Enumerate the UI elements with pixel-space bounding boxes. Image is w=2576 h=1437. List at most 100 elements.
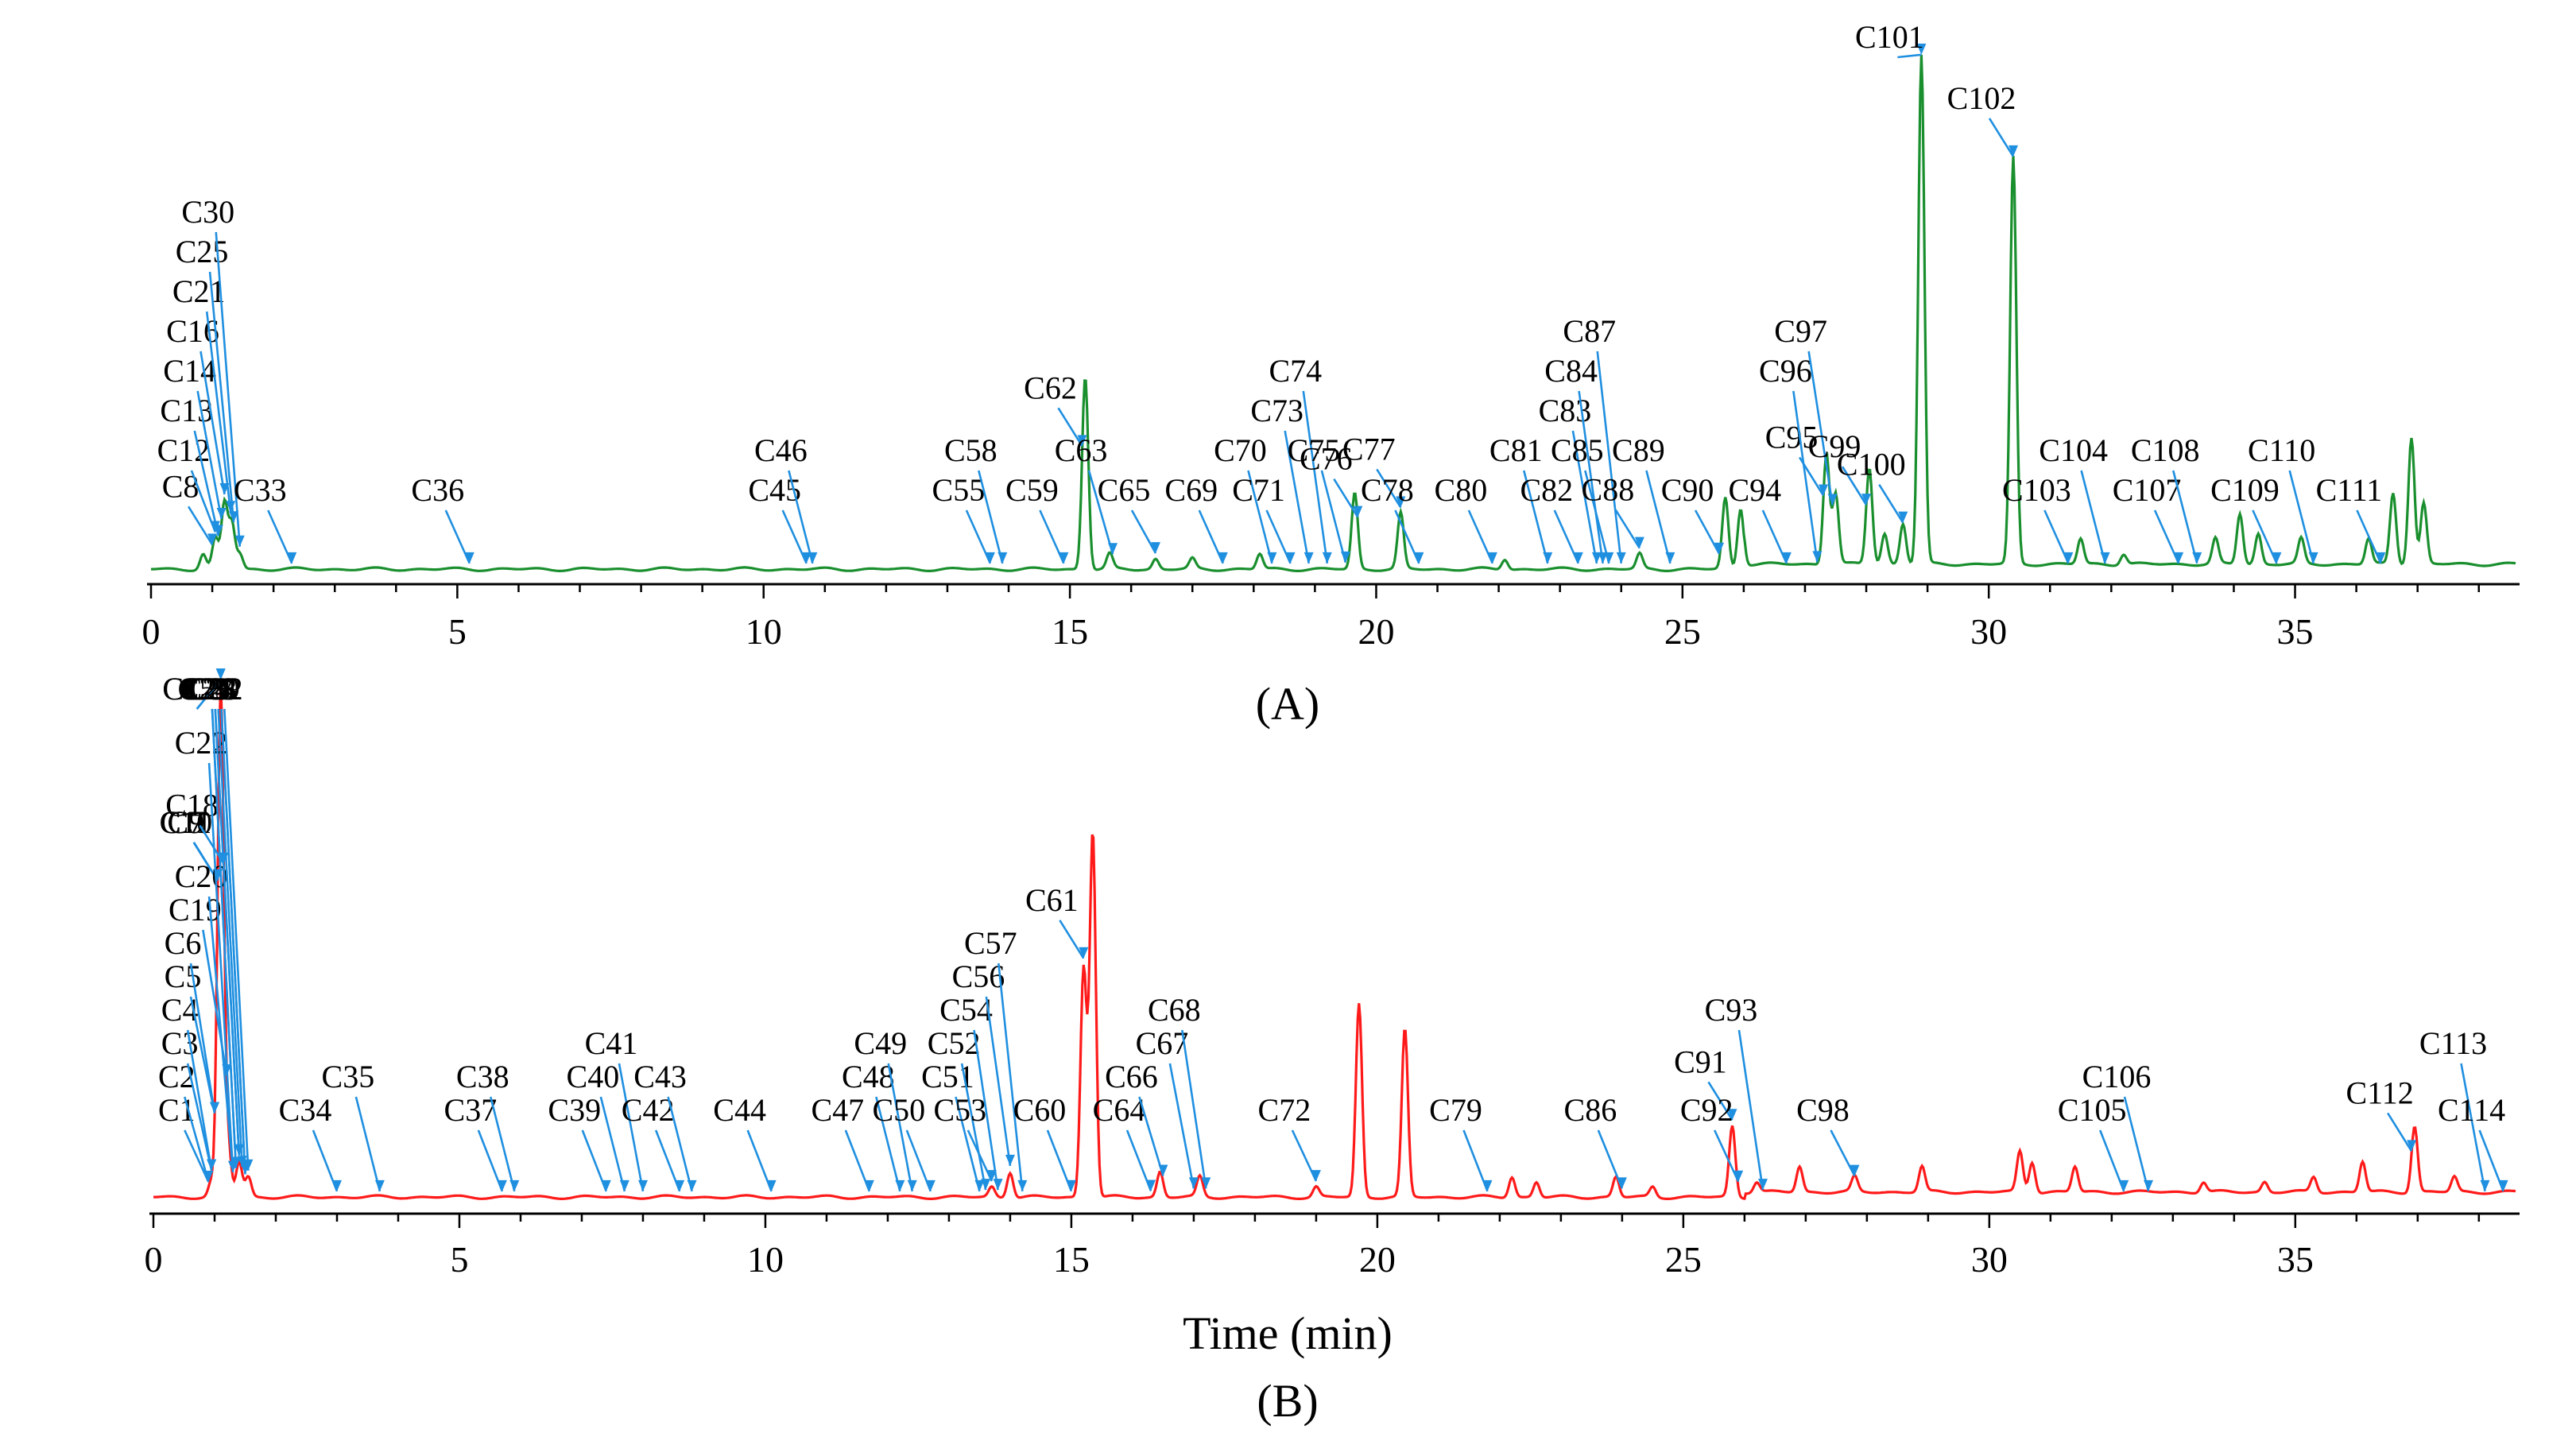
annotation-leader-line xyxy=(2387,1112,2413,1152)
peak-label-c56: C56 xyxy=(952,959,1005,994)
peak-label-c86: C86 xyxy=(1564,1092,1617,1128)
annotation-leader-line xyxy=(960,1063,987,1191)
peak-label-c87: C87 xyxy=(1563,313,1616,349)
peak-label-c30: C30 xyxy=(181,194,234,230)
annotation-leader-line xyxy=(1467,509,1494,564)
annotation-leader-line xyxy=(781,509,808,564)
x-tick-label: 35 xyxy=(2277,1239,2314,1280)
peak-label-c114: C114 xyxy=(2438,1092,2505,1128)
annotation-arrowhead xyxy=(2100,552,2110,564)
peak-label-c58: C58 xyxy=(944,432,997,468)
peak-label-c47: C47 xyxy=(811,1092,864,1128)
annotation-arrowhead xyxy=(1303,552,1314,564)
annotation-arrowhead xyxy=(1353,505,1363,517)
annotation-arrowhead xyxy=(986,1170,997,1182)
annotation-arrowhead xyxy=(216,508,227,520)
peak-label-c2: C2 xyxy=(158,1059,196,1094)
peak-label-c112: C112 xyxy=(2346,1075,2414,1110)
peak-label-c79: C79 xyxy=(1429,1092,1482,1128)
annotation-arrowhead xyxy=(1005,1154,1015,1166)
peak-label-c57: C57 xyxy=(964,925,1017,961)
peak-label-c17: C17 xyxy=(162,671,215,707)
annotation-arrowhead xyxy=(1340,551,1350,563)
annotation-leader-line xyxy=(1247,470,1273,564)
annotation-arrowhead xyxy=(1079,947,1089,959)
annotation-arrowhead xyxy=(1201,1177,1211,1189)
annotation-arrowhead xyxy=(1108,543,1118,555)
peak-label-c84: C84 xyxy=(1544,353,1598,389)
annotation-leader-line xyxy=(978,470,1004,564)
annotation-arrowhead xyxy=(1916,43,1927,55)
annotation-leader-line xyxy=(1039,509,1065,564)
annotation-leader-line xyxy=(618,1063,645,1192)
peak-label-c41: C41 xyxy=(585,1025,638,1061)
annotation-arrowhead xyxy=(1188,1177,1199,1189)
annotation-leader-line xyxy=(1584,470,1610,564)
peak-label-c82: C82 xyxy=(1520,472,1573,508)
peak-label-c78: C78 xyxy=(1361,472,1414,508)
peak-label-c98: C98 xyxy=(1796,1092,1850,1128)
peak-label-c69: C69 xyxy=(1164,472,1218,508)
annotation-leader-line xyxy=(1830,1129,1856,1177)
annotation-arrowhead xyxy=(2480,1179,2490,1191)
annotation-arrowhead xyxy=(1066,1179,1076,1191)
annotation-arrowhead xyxy=(2308,552,2318,564)
annotation-arrowhead xyxy=(2498,1179,2508,1191)
annotation-arrowhead xyxy=(687,1179,697,1191)
peak-label-c10: C10 xyxy=(160,804,213,840)
annotation-leader-line xyxy=(193,430,220,536)
annotation-leader-line xyxy=(1792,390,1819,563)
peak-label-c68: C68 xyxy=(1148,992,1201,1028)
annotation-leader-line xyxy=(2288,470,2315,564)
annotation-arrowhead xyxy=(895,1179,905,1191)
annotation-arrowhead xyxy=(974,1179,985,1191)
annotation-leader-line xyxy=(1694,509,1721,555)
annotation-arrowhead xyxy=(925,1179,935,1191)
peak-label-c46: C46 xyxy=(754,432,808,468)
annotation-arrowhead xyxy=(997,552,1008,564)
annotation-arrowhead xyxy=(1733,1170,1744,1182)
annotation-arrowhead xyxy=(1812,551,1823,563)
annotation-arrowhead xyxy=(1311,1170,1321,1182)
annotation-arrowhead xyxy=(1850,1164,1860,1176)
annotation-arrowhead xyxy=(2144,1179,2154,1191)
peak-label-c49: C49 xyxy=(854,1025,907,1061)
annotation-leader-line xyxy=(1713,1129,1740,1183)
peak-label-c103: C103 xyxy=(2002,472,2071,508)
annotation-leader-line xyxy=(207,896,234,1172)
annotation-arrowhead xyxy=(1396,496,1406,508)
annotation-arrowhead xyxy=(464,552,475,564)
x-tick-label: 20 xyxy=(1359,1239,1396,1280)
annotation-arrowhead xyxy=(2376,552,2386,564)
annotation-arrowhead xyxy=(207,1159,217,1171)
peak-label-c43: C43 xyxy=(633,1059,687,1094)
peak-label-c9: C9 xyxy=(168,804,205,840)
annotation-arrowhead xyxy=(637,1179,648,1191)
annotation-leader-line xyxy=(1596,351,1623,564)
annotation-leader-line xyxy=(208,271,235,523)
annotation-leader-line xyxy=(1284,430,1310,564)
annotation-arrowhead xyxy=(287,552,297,564)
peak-label-c52: C52 xyxy=(928,1025,981,1061)
annotation-leader-line xyxy=(187,505,214,546)
panel-b-chromatogram: 0 5 10 15 20 25 30 35C1C2C3C4C5C6C7C9C10C11C15C… xyxy=(145,668,2520,1280)
peak-label-c51: C51 xyxy=(921,1059,974,1094)
peak-label-c23: C23 xyxy=(178,671,231,707)
annotation-arrowhead xyxy=(2119,1179,2129,1191)
peak-label-c19: C19 xyxy=(169,892,222,928)
peak-label-c105: C105 xyxy=(2058,1092,2127,1128)
annotation-leader-line xyxy=(1394,509,1420,564)
peak-label-c39: C39 xyxy=(548,1092,601,1128)
peak-label-c75: C75 xyxy=(1288,432,1341,468)
annotation-leader-line xyxy=(1057,407,1083,447)
annotation-arrowhead xyxy=(209,1102,219,1114)
peak-label-c4: C4 xyxy=(161,992,199,1028)
annotation-leader-line xyxy=(205,311,232,513)
annotation-leader-line xyxy=(223,708,250,1171)
peak-label-c38: C38 xyxy=(456,1059,509,1094)
annotation-arrowhead xyxy=(1598,552,1608,564)
peak-label-c81: C81 xyxy=(1489,432,1543,468)
peak-label-c92: C92 xyxy=(1680,1092,1733,1128)
peak-label-c100: C100 xyxy=(1837,447,1906,482)
